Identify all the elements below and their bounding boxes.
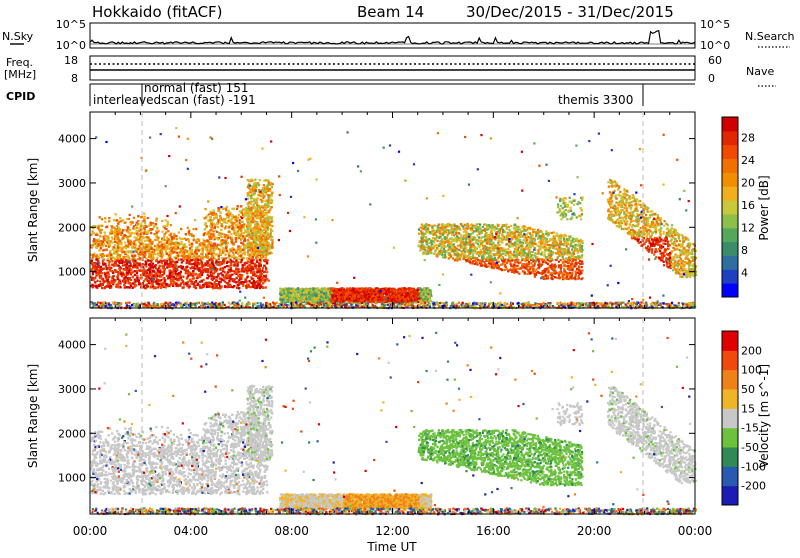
nsearch-tick-bottom: 10^0 bbox=[700, 39, 730, 52]
nsky-trace bbox=[90, 31, 695, 44]
colorbar-swatch bbox=[722, 408, 738, 428]
power-colorbar-tick: 28 bbox=[741, 132, 755, 145]
colorbar-swatch bbox=[722, 331, 738, 351]
colorbar-swatch bbox=[722, 350, 738, 370]
power-colorbar-tick: 16 bbox=[741, 199, 755, 212]
nsearch-tick-top: 10^5 bbox=[700, 18, 730, 31]
colorbar-swatch bbox=[722, 159, 738, 173]
x-tick-label: 00:00 bbox=[73, 524, 108, 538]
velocity-colorbar-tick: 15 bbox=[741, 402, 755, 415]
freq-tick-bottom: 8 bbox=[71, 72, 78, 85]
nave-tick-bottom: 0 bbox=[708, 72, 715, 85]
station-title: Hokkaido (fitACF) bbox=[92, 3, 223, 21]
cpid-entry-interleaved: interleavedscan (fast) -191 bbox=[93, 93, 256, 107]
x-tick-label: 00:00 bbox=[678, 524, 713, 538]
power-ylabel: Slant Range [km] bbox=[26, 158, 40, 262]
x-tick-label: 12:00 bbox=[375, 524, 410, 538]
nave-label: Nave bbox=[746, 65, 774, 78]
nsky-label: N.Sky bbox=[2, 30, 34, 43]
power-colorbar-tick: 4 bbox=[741, 267, 748, 280]
nsky-panel: N.Sky 10^5 10^0 10^5 10^0 N.Search bbox=[2, 18, 795, 52]
colorbar-swatch bbox=[722, 200, 738, 214]
y-tick-label: 4000 bbox=[58, 339, 86, 352]
colorbar-swatch bbox=[722, 131, 738, 145]
y-tick-label: 4000 bbox=[58, 133, 86, 146]
y-tick-label: 2000 bbox=[58, 427, 86, 440]
y-tick-label: 1000 bbox=[58, 472, 86, 485]
velocity-cells bbox=[90, 332, 697, 516]
freq-panel: Freq. [MHz] 18 8 60 0 Nave bbox=[4, 54, 776, 86]
power-colorbar-tick: 8 bbox=[741, 244, 748, 257]
nave-tick-top: 60 bbox=[708, 54, 722, 67]
velocity-colorbar-tick: -200 bbox=[741, 480, 766, 493]
cpid-label: CPID bbox=[6, 90, 35, 103]
x-axis-label: Time UT bbox=[366, 540, 417, 554]
power-colorbar: 28 24 20 16 12 8 4 bbox=[722, 117, 755, 298]
colorbar-swatch bbox=[722, 186, 738, 200]
colorbar-swatch bbox=[722, 228, 738, 242]
y-tick-label: 3000 bbox=[58, 177, 86, 190]
colorbar-swatch bbox=[722, 117, 738, 131]
colorbar-swatch bbox=[722, 283, 738, 297]
x-tick-label: 04:00 bbox=[174, 524, 209, 538]
power-panel: 1000 2000 3000 4000 Slant Range [km] bbox=[26, 112, 697, 309]
y-tick-label: 1000 bbox=[58, 266, 86, 279]
velocity-colorbar-tick: 50 bbox=[741, 383, 755, 396]
power-colorbar-tick: 20 bbox=[741, 177, 755, 190]
colorbar-swatch bbox=[722, 269, 738, 283]
freq-unit: [MHz] bbox=[4, 68, 36, 81]
colorbar-swatch bbox=[722, 214, 738, 228]
freq-tick-top: 18 bbox=[64, 54, 78, 67]
velocity-ylabel: Slant Range [km] bbox=[26, 364, 40, 468]
colorbar-swatch bbox=[722, 447, 738, 467]
date-range: 30/Dec/2015 - 31/Dec/2015 bbox=[466, 3, 674, 21]
velocity-panel: 1000 2000 3000 4000 Slant Range [km] bbox=[26, 318, 697, 515]
cpid-panel: CPID normal (fast) 151 interleavedscan (… bbox=[6, 81, 695, 107]
power-cells bbox=[90, 127, 697, 309]
cpid-entry-themis: themis 3300 bbox=[558, 93, 633, 107]
y-tick-label: 3000 bbox=[58, 383, 86, 396]
colorbar-swatch bbox=[722, 255, 738, 269]
power-colorbar-label: Power [dB] bbox=[757, 175, 771, 240]
y-tick-label: 2000 bbox=[58, 221, 86, 234]
velocity-colorbar-tick: 200 bbox=[741, 344, 762, 357]
beam-label: Beam 14 bbox=[357, 3, 424, 21]
x-tick-label: 20:00 bbox=[577, 524, 612, 538]
x-tick-label: 16:00 bbox=[476, 524, 511, 538]
velocity-colorbar-label: Velocity [m s^-1] bbox=[757, 364, 771, 468]
nsearch-label: N.Search bbox=[745, 30, 795, 43]
colorbar-swatch bbox=[722, 145, 738, 159]
x-tick-labels: 00:00 04:00 08:00 12:00 16:00 20:00 00:00 bbox=[73, 524, 713, 538]
nsky-tick-bottom: 10^0 bbox=[56, 39, 86, 52]
nsky-tick-top: 10^5 bbox=[56, 18, 86, 31]
colorbar-swatch bbox=[722, 389, 738, 409]
colorbar-swatch bbox=[722, 172, 738, 186]
power-colorbar-tick: 12 bbox=[741, 222, 755, 235]
x-tick-label: 08:00 bbox=[274, 524, 309, 538]
colorbar-swatch bbox=[722, 370, 738, 390]
colorbar-swatch bbox=[722, 486, 738, 506]
colorbar-swatch bbox=[722, 466, 738, 486]
colorbar-swatch bbox=[722, 242, 738, 256]
power-colorbar-tick: 24 bbox=[741, 154, 755, 167]
colorbar-swatch bbox=[722, 428, 738, 448]
